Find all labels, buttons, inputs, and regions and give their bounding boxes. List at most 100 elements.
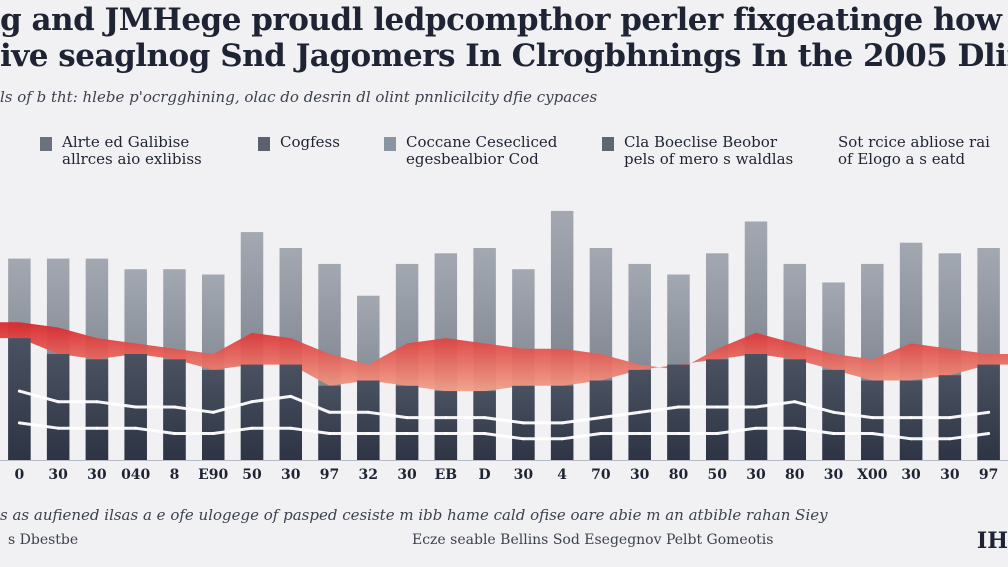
point-series3-25 [987,410,991,414]
legend-label-2: Cogfess [280,133,340,151]
point-series3-0 [17,389,21,393]
point-series4-5 [211,432,215,435]
bar-series2-17 [667,364,690,460]
point-series4-24 [948,437,952,441]
point-series4-4 [172,432,176,435]
brand-mark: IH [976,528,1008,554]
point-series4-1 [56,426,60,430]
legend-swatch-3 [384,137,396,151]
point-series3-19 [754,405,758,409]
x-tick-label-2: 30 [87,467,107,483]
point-series3-5 [211,410,215,414]
point-series4-18 [715,432,719,435]
point-series4-6 [250,426,254,430]
point-series3-13 [521,421,525,425]
bar-series2-1 [46,354,70,460]
chart-title-line-1: g and JMHege proudl ledpcompthor perler … [0,2,1008,38]
legend-swatch-2 [258,137,270,151]
x-tick-label-22: X00 [857,467,888,483]
point-series4-10 [405,432,409,435]
point-series4-12 [483,432,487,435]
bar-series2-9 [357,380,380,460]
bar-series2-2 [85,359,109,460]
bar-series2-7 [279,364,303,460]
x-tick-label-15: 70 [591,467,611,483]
x-tick-label-3: 040 [121,467,151,483]
x-tick-label-0: 0 [14,467,25,483]
bar-series2-12 [473,391,496,460]
x-tick-label-12: D [478,467,491,483]
legend-label-3: Coccane Cesecliced egesbealbior Cod [406,133,558,168]
point-series3-11 [444,416,448,420]
bar-series2-4 [163,359,186,460]
bar-series2-6 [240,364,264,460]
point-series3-16 [638,410,642,414]
x-tick-label-14: 4 [557,467,568,483]
point-series4-8 [328,432,332,435]
x-tick-label-17: 80 [668,467,689,483]
point-series4-21 [832,432,836,435]
line-series4 [19,421,989,441]
point-series4-9 [366,432,370,435]
point-series4-13 [521,437,525,441]
point-series3-17 [676,405,680,409]
point-series4-23 [909,437,913,441]
point-series3-7 [289,394,293,398]
x-tick-label-10: 30 [397,467,417,483]
point-series3-18 [715,405,719,409]
point-series3-12 [483,416,487,420]
point-series3-15 [599,416,603,420]
bar-series2-16 [628,369,651,460]
point-series3-23 [909,416,913,420]
point-series3-4 [172,405,176,409]
point-series4-0 [17,421,21,425]
bar-series2-23 [899,380,923,460]
x-tick-label-11: EB [434,467,458,483]
bar-series2-11 [434,391,458,460]
x-tick-label-13: 30 [513,467,534,483]
point-series4-7 [289,426,293,430]
point-series4-20 [793,426,797,430]
chart-plot-area [0,210,1008,460]
point-series4-22 [870,432,874,435]
x-tick-label-8: 97 [319,467,340,483]
point-series3-10 [405,416,409,420]
point-series4-16 [638,432,642,435]
legend-label-1: Alrte ed Galibise allrces aio exlibiss [62,133,202,168]
chart-footnote: s as aufiened ilsas a e ofe ulogege of p… [0,506,828,524]
bar-series2-20 [783,359,807,460]
point-series4-25 [987,432,991,435]
point-series4-2 [95,426,99,430]
x-tick-label-20: 80 [785,467,805,483]
point-series4-11 [444,432,448,435]
x-tick-label-5: E90 [198,467,229,483]
bar-series2-8 [318,385,341,460]
point-series3-8 [328,410,332,414]
x-tick-label-1: 30 [48,467,68,483]
bar-series2-18 [705,359,729,460]
x-tick-label-6: 50 [242,467,262,483]
x-axis-line [0,460,1008,461]
x-tick-label-16: 30 [629,467,650,483]
legend-label-4: Cla Boeclise Beobor pels of mero s waldl… [624,133,794,168]
point-series3-22 [870,416,874,420]
source-label-center: Ecze seable Bellins Sod Esegegnov Pelbt … [412,532,774,548]
x-tick-label-24: 30 [940,467,960,483]
point-series4-15 [599,432,603,435]
point-series4-3 [134,426,138,430]
chart-subtitle: ls of b tht: hlebe p'ocrgghining, olac d… [0,88,598,106]
chart-title-line-2: ive seaglnog Snd Jagomers In Clrogbhning… [0,38,1008,74]
point-series3-2 [95,400,99,404]
x-tick-label-25: 97 [978,467,999,483]
x-tick-label-23: 30 [901,467,921,483]
bar-series2-22 [861,380,884,460]
legend-swatch-1 [40,137,52,151]
bar-series2-15 [589,380,613,460]
x-tick-label-19: 30 [746,467,766,483]
point-series4-14 [560,437,564,441]
area-series5-band [0,322,1008,392]
bar-series2-0 [8,338,31,460]
x-tick-label-4: 8 [169,467,180,483]
point-series3-20 [793,400,797,404]
legend-label-5: Sot rcice abliose rai of Elogo a s eatd [838,133,990,168]
